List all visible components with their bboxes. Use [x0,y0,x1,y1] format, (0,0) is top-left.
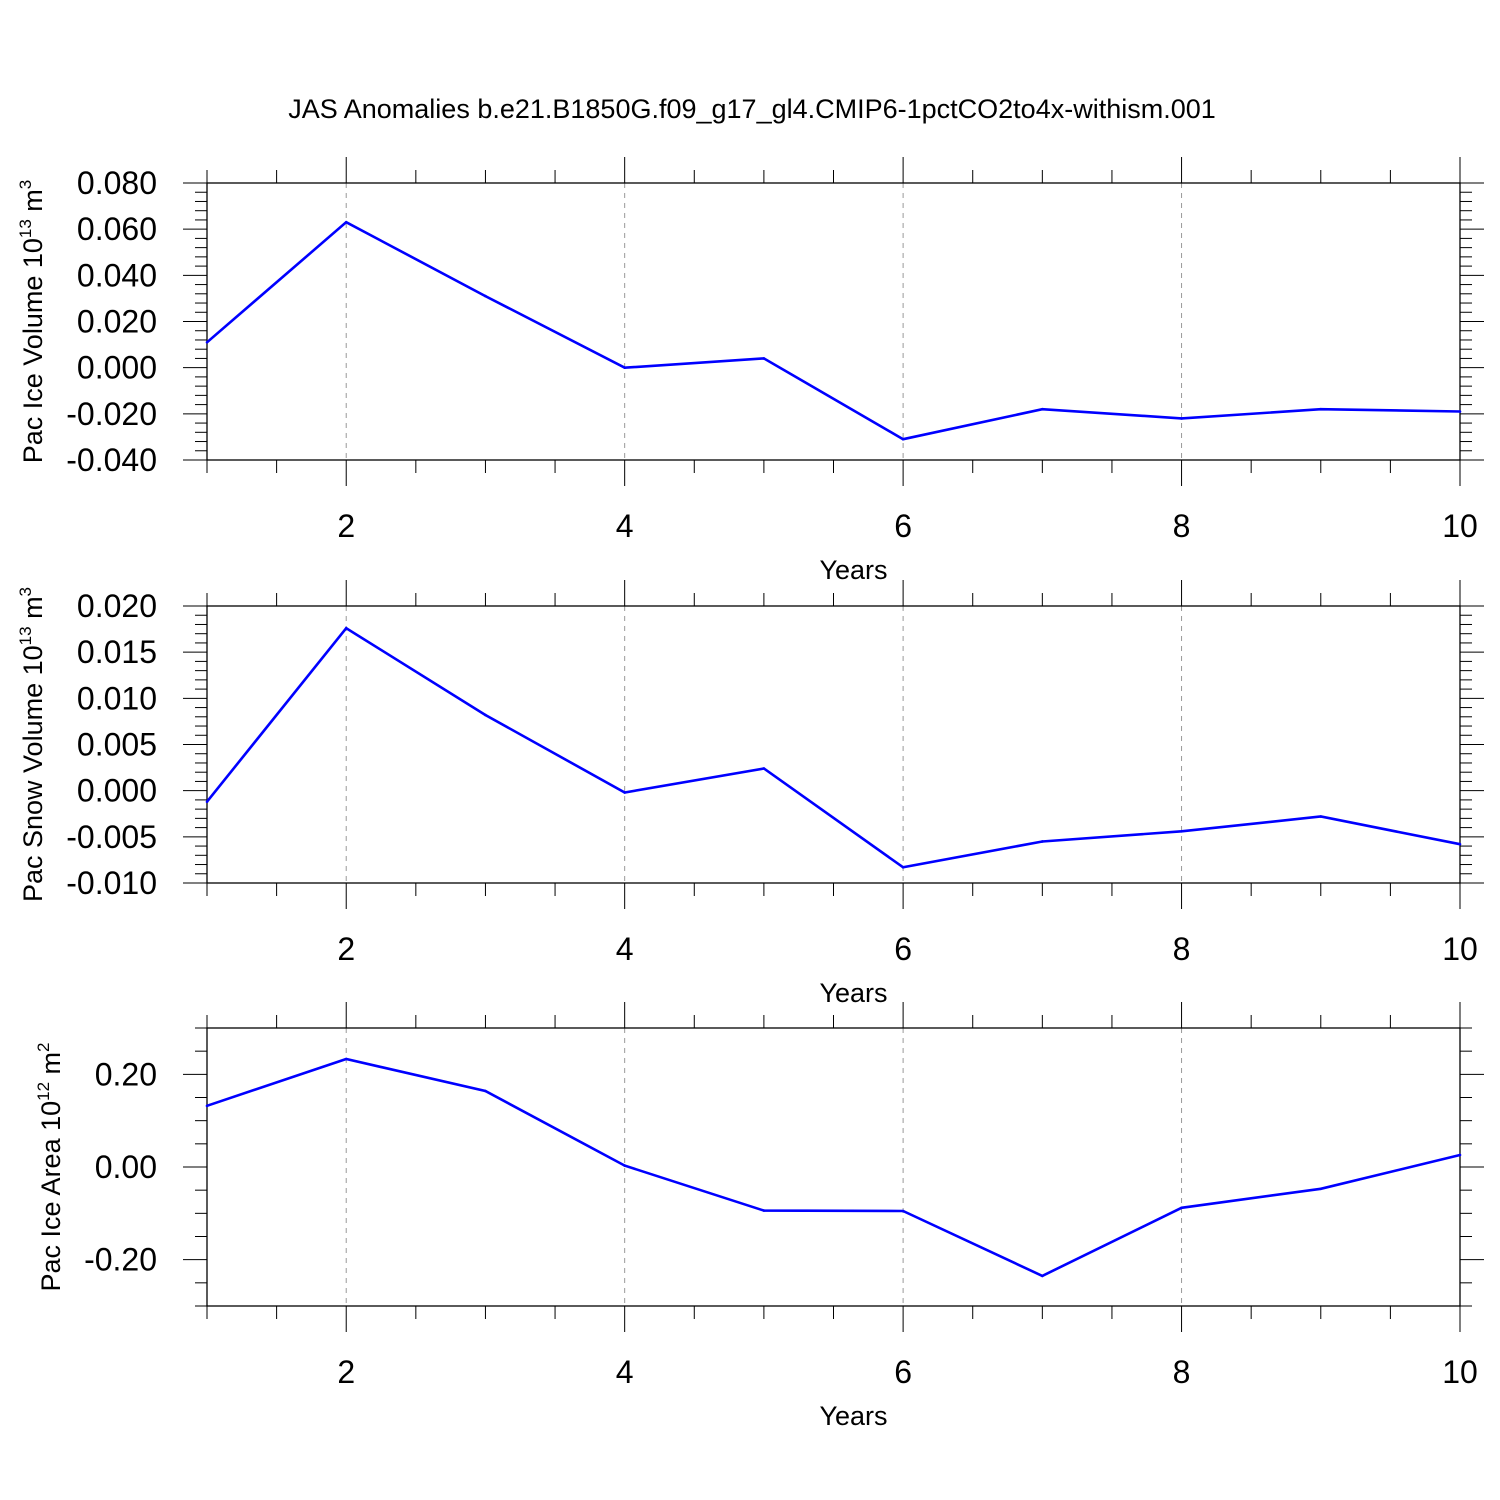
y-axis-label-unit: m [18,596,48,626]
y-tick-label: 0.000 [77,350,157,386]
data-point [484,1089,487,1093]
y-tick-label: 0.080 [77,165,157,201]
y-axis-label-unit-exponent: 3 [16,180,35,189]
data-point [623,366,626,369]
y-tick-label: 0.015 [77,634,157,670]
x-axis-label: Years [819,978,887,1008]
data-point [344,220,348,224]
data-point [901,1209,905,1213]
y-axis-label: Pac Ice Volume 1013 m3 [16,180,48,464]
x-tick-label: 6 [894,931,912,967]
y-tick-label: -0.010 [66,865,157,901]
data-point [1458,842,1462,846]
y-tick-label: 0.005 [77,727,157,763]
data-point [1041,840,1044,843]
y-axis-label-exponent: 12 [34,1082,53,1101]
x-tick-label: 8 [1173,1354,1191,1390]
data-point [205,1104,209,1108]
data-point [1458,1153,1462,1157]
x-tick-label: 8 [1173,508,1191,544]
y-axis-label-unit-exponent: 2 [34,1042,53,1051]
x-tick-label: 2 [337,1354,355,1390]
series-line [206,1057,1461,1278]
x-tick-label: 2 [337,508,355,544]
x-tick-label: 4 [616,931,634,967]
x-tick-label: 8 [1173,931,1191,967]
data-point [1180,417,1183,420]
y-tick-label: -0.20 [84,1242,157,1278]
y-axis-label-unit: m [18,189,48,219]
y-tick-label: 0.020 [77,588,157,624]
data-point [484,294,487,298]
y-tick-label: 0.00 [95,1149,157,1185]
y-tick-label: 0.000 [77,773,157,809]
data-point [1319,1187,1323,1191]
data-point [901,866,905,869]
data-point [1458,410,1462,413]
ice-area-panel: 2 4 6 8 10 Years -0.20 0.00 0.20 Pac Ice Area 101… [34,1002,1484,1431]
x-tick-label: 10 [1442,931,1478,967]
y-tick-label: -0.005 [66,819,157,855]
ice-volume-panel: 2 4 6 8 10 Years -0.040 -0.020 0.000 0.020 0.040 0.… [16,157,1484,585]
series-line [206,220,1461,441]
x-tick-label: 4 [616,1354,634,1390]
x-tick-label: 4 [616,508,634,544]
x-tick-label: 10 [1442,1354,1478,1390]
data-point [205,340,209,344]
y-tick-label: 0.20 [95,1056,157,1092]
data-point [484,713,487,717]
y-tick-label: -0.040 [66,442,157,478]
data-point [623,1164,626,1167]
data-point [1180,1206,1183,1210]
y-axis-label-text: Pac Ice Volume 10 [18,238,48,463]
x-axis-label: Years [819,1401,887,1431]
data-point [1180,829,1183,833]
series-line [205,626,1461,869]
plot-frame [206,605,1461,884]
y-axis-label-unit-exponent: 3 [16,587,35,596]
x-tick-label: 2 [337,931,355,967]
x-tick-label: 6 [894,1354,912,1390]
y-tick-label: 0.020 [77,304,157,340]
data-point [1319,815,1323,818]
data-point [1041,1274,1044,1278]
data-point [901,437,905,441]
y-axis-label: Pac Snow Volume 1013 m3 [16,587,48,902]
y-axis-label-text: Pac Snow Volume 10 [18,645,48,902]
snow-volume-panel: 2 4 6 8 10 Years -0.010 -0.005 0.000 0.005 0.010 0.… [16,580,1484,1008]
y-tick-label: 0.060 [77,211,157,247]
data-point [762,357,766,360]
data-point [762,767,766,770]
data-point [344,626,348,630]
data-point [1041,407,1044,411]
x-tick-label: 10 [1442,508,1478,544]
plot-frame [206,182,1461,461]
y-axis-label-exponent: 13 [16,626,35,645]
data-point [623,791,626,794]
figure-title: JAS Anomalies b.e21.B1850G.f09_g17_gl4.C… [288,94,1216,124]
y-tick-label: 0.010 [77,680,157,716]
data-point [1319,407,1323,411]
data-point [205,800,209,804]
data-point [344,1057,348,1061]
y-axis-label-exponent: 13 [16,219,35,238]
y-tick-label: 0.040 [77,257,157,293]
y-axis-label-text: Pac Ice Area 10 [36,1101,66,1292]
y-axis-label-unit: m [36,1052,66,1082]
y-tick-label: -0.020 [66,396,157,432]
x-tick-label: 6 [894,508,912,544]
y-axis-label: Pac Ice Area 1012 m2 [34,1042,66,1291]
x-axis-label: Years [819,555,887,585]
data-point [762,1209,766,1212]
